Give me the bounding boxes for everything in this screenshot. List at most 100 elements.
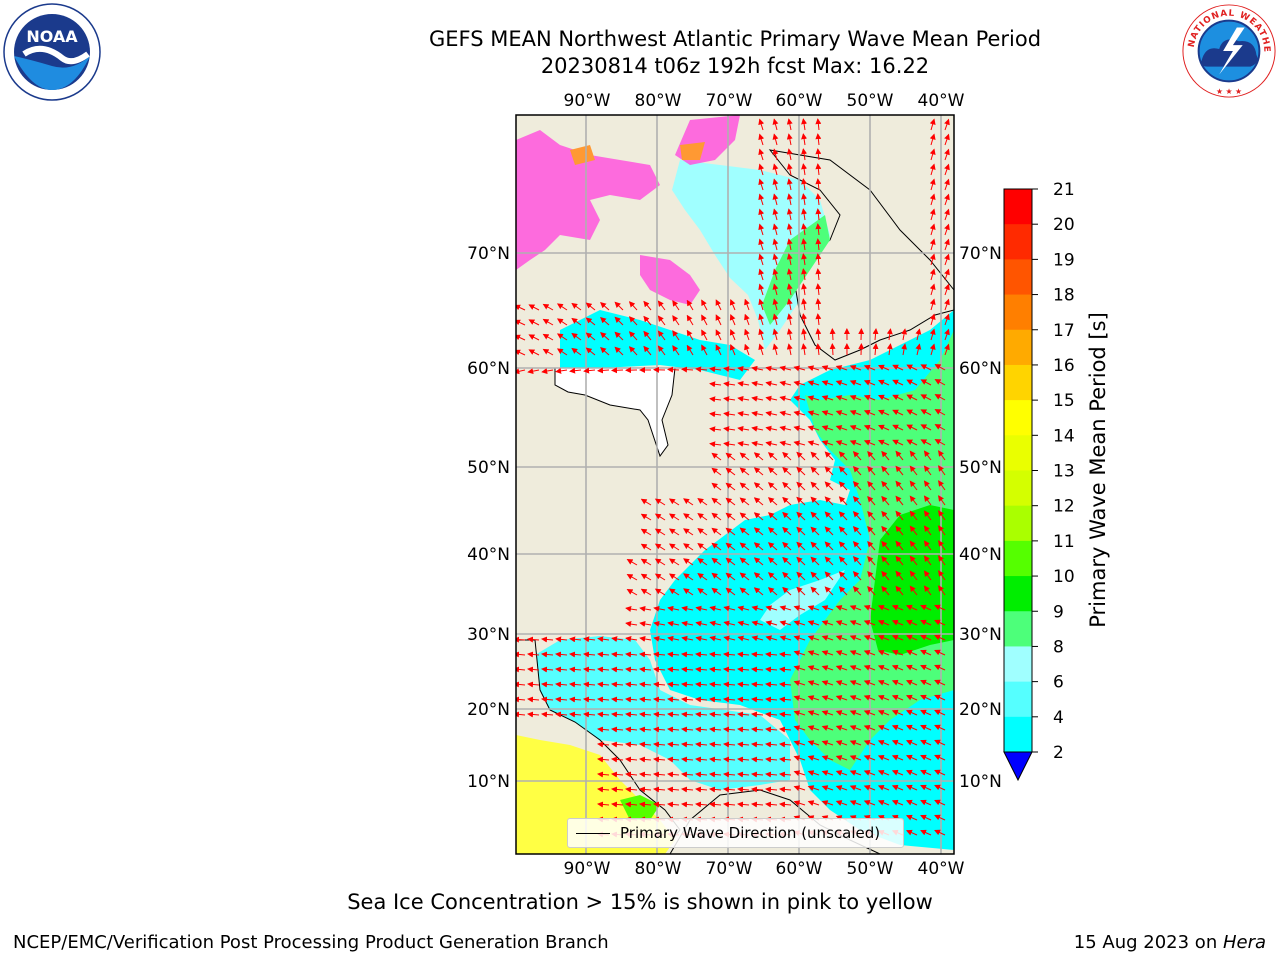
wave-arrow xyxy=(835,710,848,716)
wave-arrow xyxy=(527,711,540,718)
wave-arrow xyxy=(709,381,722,388)
wave-arrow xyxy=(929,238,936,251)
wave-arrow xyxy=(920,409,932,416)
colorbar-segment xyxy=(1004,224,1032,260)
wave-arrow xyxy=(807,770,820,776)
wave-arrow xyxy=(810,466,820,476)
wave-arrow xyxy=(920,784,932,791)
wave-arrow xyxy=(681,711,694,718)
wave-arrow xyxy=(801,298,808,311)
plot-subtitle: 20230814 t06z 192h fcst Max: 16.22 xyxy=(540,54,930,78)
wave-arrow xyxy=(920,724,932,731)
wave-arrow xyxy=(934,649,946,656)
wave-arrow xyxy=(905,709,918,716)
wave-arrow xyxy=(849,410,862,416)
wave-arrow xyxy=(667,711,680,718)
wave-arrow xyxy=(516,696,526,703)
wave-arrow xyxy=(838,526,848,536)
wave-arrow xyxy=(895,555,904,566)
wave-arrow xyxy=(625,651,638,658)
wave-arrow xyxy=(772,253,779,266)
wave-arrow xyxy=(801,163,808,176)
wave-arrow xyxy=(569,651,582,658)
wave-arrow xyxy=(920,694,932,701)
wave-arrow xyxy=(516,666,526,673)
wave-arrow xyxy=(711,527,722,536)
wave-arrow xyxy=(852,511,862,521)
wave-arrow xyxy=(737,620,750,627)
wave-arrow xyxy=(779,440,792,447)
wave-arrow xyxy=(695,635,708,642)
wave-arrow xyxy=(751,681,764,688)
wave-arrow xyxy=(877,784,890,791)
wave-arrow xyxy=(829,343,836,356)
wave-arrow xyxy=(929,193,936,206)
wave-arrow xyxy=(938,525,946,536)
wave-arrow xyxy=(923,570,932,581)
wave-arrow xyxy=(838,466,848,476)
wave-arrow xyxy=(753,497,764,506)
wave-arrow xyxy=(906,439,918,446)
wave-arrow xyxy=(891,784,904,791)
colorbar-segment xyxy=(1004,329,1032,366)
wave-arrow xyxy=(863,394,876,401)
wave-arrow xyxy=(753,542,764,551)
wave-arrow xyxy=(909,555,918,566)
wave-arrow xyxy=(715,299,722,311)
wave-arrow xyxy=(686,314,694,326)
wave-arrow xyxy=(767,497,778,506)
wave-arrow xyxy=(725,527,736,536)
wave-arrow xyxy=(849,650,862,656)
wave-arrow xyxy=(934,634,946,641)
lat-label: 40°N xyxy=(467,545,510,565)
wave-arrow xyxy=(929,268,936,281)
wave-arrow xyxy=(849,635,862,641)
wave-arrow xyxy=(639,801,652,808)
wave-arrow xyxy=(815,178,822,191)
lat-label: 10°N xyxy=(467,772,510,792)
wave-arrow xyxy=(772,238,779,251)
wave-arrow xyxy=(877,799,890,806)
wave-arrow xyxy=(849,605,862,611)
wave-arrow xyxy=(938,465,946,476)
wave-arrow xyxy=(906,394,918,401)
legend-label: Primary Wave Direction (unscaled) xyxy=(620,824,881,842)
wave-arrow xyxy=(667,366,680,373)
wave-arrow xyxy=(793,410,806,417)
wave-arrow xyxy=(796,586,806,596)
wave-arrow xyxy=(758,238,765,251)
wave-arrow xyxy=(923,555,932,566)
wave-arrow xyxy=(920,649,932,656)
wave-arrow xyxy=(697,528,708,536)
wave-arrow xyxy=(849,365,862,371)
wave-arrow xyxy=(891,634,904,641)
wave-arrow xyxy=(938,570,946,581)
wave-arrow xyxy=(821,740,834,746)
wave-arrow xyxy=(782,571,792,581)
wave-arrow xyxy=(891,604,904,611)
wave-arrow xyxy=(824,571,834,581)
wave-arrow xyxy=(905,634,918,641)
wave-arrow xyxy=(863,665,876,671)
wave-arrow xyxy=(667,801,680,808)
wave-arrow xyxy=(838,541,848,551)
wave-arrow xyxy=(793,605,806,611)
wave-arrow xyxy=(815,298,822,311)
colorbar-tick-label: 15 xyxy=(1053,391,1075,411)
wave-arrow xyxy=(751,425,764,432)
wave-arrow xyxy=(849,785,862,791)
wave-arrow xyxy=(556,333,568,341)
wave-arrow xyxy=(867,570,876,581)
wave-arrow xyxy=(779,681,792,688)
wave-arrow xyxy=(758,133,765,146)
lat-label: 20°N xyxy=(467,700,510,720)
wave-arrow xyxy=(877,664,890,671)
wave-arrow xyxy=(583,636,596,643)
wave-arrow xyxy=(852,481,862,491)
wave-arrow xyxy=(597,636,610,643)
wave-arrow xyxy=(786,148,793,161)
lon-label: 60°W xyxy=(776,859,823,879)
wave-arrow xyxy=(872,328,879,341)
wave-arrow xyxy=(683,543,694,551)
wave-arrow xyxy=(944,238,950,251)
